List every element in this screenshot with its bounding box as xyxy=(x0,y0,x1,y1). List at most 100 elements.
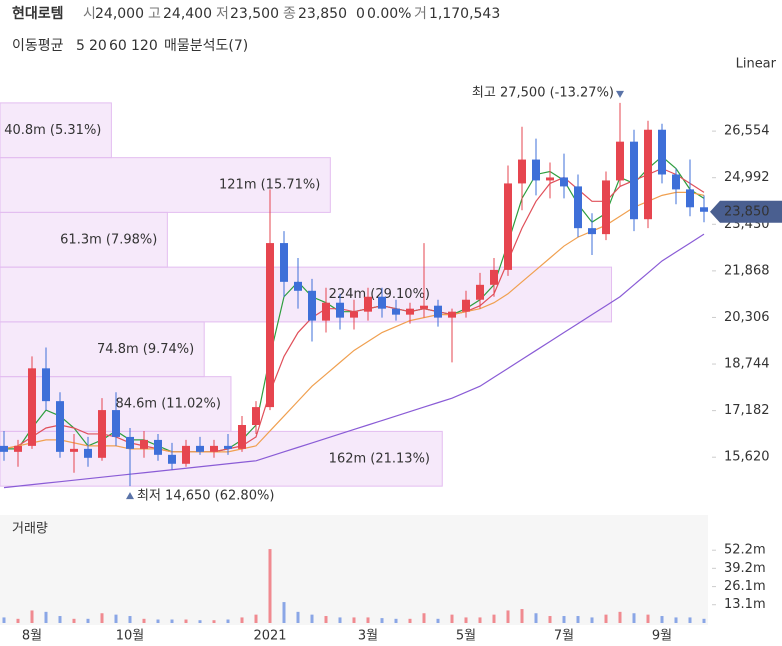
candle-body xyxy=(140,439,148,449)
candle-body xyxy=(98,410,106,458)
volume-bar xyxy=(548,616,552,623)
profile-bar xyxy=(0,211,168,268)
volume-bar xyxy=(170,619,174,623)
candle-body xyxy=(378,296,386,309)
candle-body xyxy=(504,183,512,270)
volume-bar xyxy=(450,614,454,623)
candle-body xyxy=(0,445,8,452)
candle-body xyxy=(532,159,540,181)
volume-bar xyxy=(212,620,216,623)
x-tick-label: 2021 xyxy=(253,629,286,644)
candle-body xyxy=(588,228,596,235)
profile-label: 224m (29.10%) xyxy=(329,287,430,302)
candle-body xyxy=(490,269,498,285)
volume-bar xyxy=(380,618,384,623)
volume-bar xyxy=(324,616,328,623)
candle-body xyxy=(392,308,400,315)
header-value: 1,170,543 xyxy=(429,6,500,22)
y-tick-label: 17,182 xyxy=(724,403,770,418)
volume-bar xyxy=(520,609,524,623)
profile-label: 121m (15.71%) xyxy=(219,178,320,193)
candle-body xyxy=(546,177,554,181)
profile-bar xyxy=(0,266,613,323)
profile-label: 61.3m (7.98%) xyxy=(60,232,157,247)
y-tick-label: 39.2m xyxy=(724,561,766,576)
profile-bar xyxy=(0,102,112,159)
volume-bar xyxy=(646,614,650,623)
volume-bar xyxy=(296,611,300,623)
candle-body xyxy=(238,425,246,449)
volume-bar xyxy=(282,602,286,623)
volume-bar xyxy=(408,618,412,623)
volume-panel xyxy=(0,515,708,625)
header-label: 0 xyxy=(356,6,365,22)
candle-body xyxy=(616,141,624,181)
candle-body xyxy=(350,311,358,318)
candle-body xyxy=(42,368,50,402)
x-tick-label: 5월 xyxy=(456,629,476,644)
candle-body xyxy=(644,129,652,220)
moving-average xyxy=(3,191,705,453)
candle-body xyxy=(658,129,666,175)
x-tick-label: 10월 xyxy=(116,629,145,644)
volume-bar xyxy=(478,617,482,623)
header-label: 저 xyxy=(216,6,229,22)
candle-body xyxy=(672,174,680,190)
profile-label: 74.8m (9.74%) xyxy=(97,342,194,357)
candle-body xyxy=(14,445,22,452)
low-marker xyxy=(126,492,134,500)
volume-bar xyxy=(632,613,636,623)
volume-bar xyxy=(506,610,510,623)
profile-label: 162m (21.13%) xyxy=(329,451,430,466)
volume-bar xyxy=(30,610,34,623)
moving-average xyxy=(3,233,705,489)
header-label: 고 xyxy=(148,6,161,22)
candle-body xyxy=(476,284,484,300)
volume-bar xyxy=(394,618,398,623)
ma-legend-title: 이동평균 xyxy=(12,38,64,54)
ma-legend-item: 5 xyxy=(76,38,85,54)
volume-bar xyxy=(688,617,692,623)
scale-label[interactable]: Linear xyxy=(736,57,777,72)
high-annotation: 최고 27,500 (-13.27%) xyxy=(472,85,614,100)
profile-label: 84.6m (11.02%) xyxy=(115,397,220,412)
candle-body xyxy=(126,436,134,449)
volume-bar xyxy=(16,618,20,623)
candle-body xyxy=(308,290,316,321)
volume-bar xyxy=(240,617,244,623)
y-tick-label: 15,620 xyxy=(724,450,770,465)
volume-bar xyxy=(100,613,104,623)
ma-legend-item: 20 xyxy=(89,38,107,54)
y-tick-label: 26.1m xyxy=(724,579,766,594)
candle-body xyxy=(210,445,218,452)
high-marker xyxy=(616,90,624,98)
candle-body xyxy=(336,302,344,318)
candle-body xyxy=(630,141,638,220)
candle-body xyxy=(56,401,64,452)
volume-bar xyxy=(674,617,678,623)
candle-body xyxy=(560,177,568,187)
ma-legend-item: 60 xyxy=(109,38,127,54)
header-value: 24,000 xyxy=(95,6,144,22)
candle-body xyxy=(182,445,190,464)
y-tick-label: 24,992 xyxy=(724,170,770,185)
low-annotation: 최저 14,650 (62.80%) xyxy=(137,489,274,504)
profile-bar xyxy=(0,157,331,213)
candle-body xyxy=(448,311,456,318)
candle-body xyxy=(406,308,414,315)
header-value: 23,500 xyxy=(230,6,279,22)
y-tick-label: 18,744 xyxy=(724,357,770,372)
volume-bar xyxy=(464,617,468,623)
candle-body xyxy=(154,439,162,455)
volume-bar xyxy=(562,616,566,623)
candle-body xyxy=(364,296,372,312)
volume-bar xyxy=(436,618,440,623)
volume-bar xyxy=(268,549,272,623)
volume-bar xyxy=(184,619,188,623)
candle-body xyxy=(224,445,232,449)
candle-body xyxy=(112,410,120,437)
volume-bar xyxy=(492,614,496,623)
header-value: 0.00% xyxy=(367,6,411,22)
volume-bar xyxy=(156,619,160,623)
